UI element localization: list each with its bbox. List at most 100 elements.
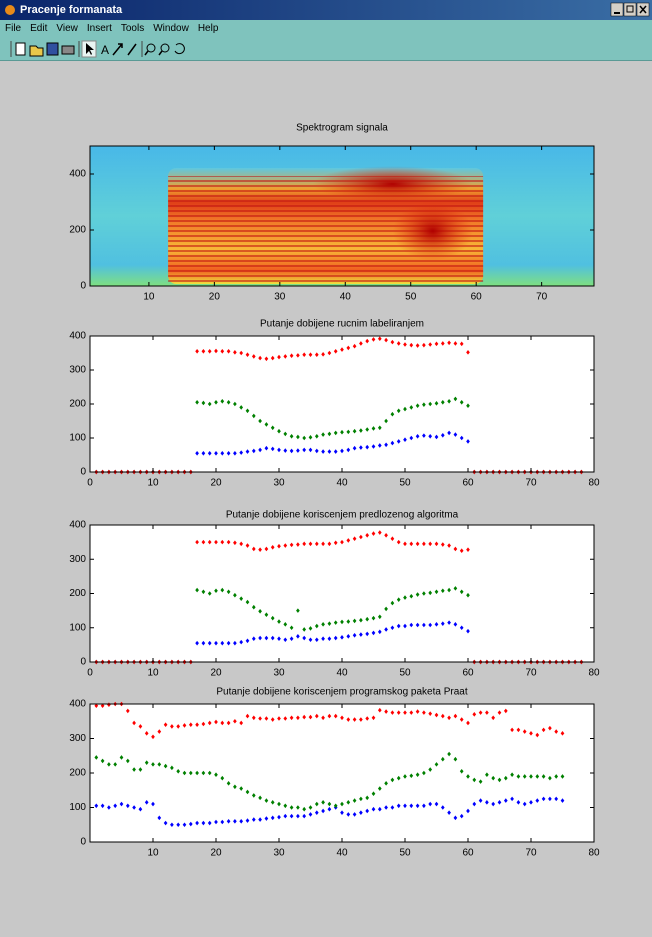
data-point [283,448,288,453]
data-point [384,418,388,424]
menu-item[interactable]: Insert [86,23,112,34]
data-point [422,342,426,348]
data-point [365,532,370,538]
data-point [201,451,206,456]
data-point [289,353,294,359]
data-point [403,342,407,347]
data-point [157,762,162,767]
data-point [415,343,420,348]
data-point [251,354,256,359]
data-point [453,756,458,762]
data-point [428,434,433,439]
data-point [302,806,307,812]
data-point [535,732,540,738]
data-point [314,352,319,357]
menu-item[interactable]: Help [197,23,219,34]
data-point [201,770,206,776]
menu-item[interactable]: View [56,23,78,34]
data-point [459,400,464,405]
data-point [283,622,288,627]
data-point [377,806,382,812]
data-point [327,713,332,719]
data-point [472,801,477,807]
data-point [321,449,325,454]
data-point [220,587,225,593]
data-point [390,710,395,715]
data-point [283,716,288,721]
data-point [340,429,344,435]
data-point [346,429,351,435]
data-point [560,774,565,779]
data-point [377,786,382,791]
data-point [340,635,344,640]
data-point [207,451,212,456]
data-point [239,541,244,547]
data-point [434,622,439,627]
data-point [459,625,464,631]
data-point [396,623,401,629]
y-tick-label: 100 [69,802,86,813]
data-point [264,422,269,427]
data-point [503,775,508,781]
y-tick-label: 200 [69,225,86,236]
window-title: Pracenje formanata [20,4,123,16]
data-point [365,631,370,637]
data-point [466,547,470,552]
data-point [510,727,514,733]
data-point [415,592,420,597]
data-point [233,540,237,546]
data-point [308,812,313,817]
x-tick-label: 0 [87,478,93,489]
data-point [277,716,281,721]
data-point [132,805,136,810]
data-point [270,635,275,641]
menu-item[interactable]: Tools [120,23,145,34]
data-point [308,626,313,631]
x-tick-label: 40 [336,848,348,859]
data-point [239,405,244,410]
data-point [233,819,237,824]
data-point [466,628,470,634]
data-point [390,536,395,541]
data-point [94,703,99,709]
data-point [233,451,237,456]
app-icon [5,5,15,15]
data-point [447,430,451,436]
data-point [396,803,401,809]
data-point [548,775,552,781]
data-point [289,448,294,454]
data-point [258,609,262,614]
spectrogram-energy [312,166,473,202]
data-point [201,400,206,406]
data-point [296,805,300,810]
menu-item[interactable]: Window [153,23,189,34]
data-point [214,772,218,778]
data-point [226,400,231,405]
window-buttons[interactable] [610,2,650,18]
data-point [327,431,332,437]
data-point [390,805,395,810]
data-point [176,822,181,828]
data-point [377,614,382,620]
data-point [258,716,262,721]
data-point [434,341,439,347]
data-point [264,445,269,451]
menu-item[interactable]: File [5,23,22,34]
svg-text:A: A [101,43,109,57]
y-tick-label: 400 [69,699,86,710]
toolbar-icons[interactable]: A [0,38,200,60]
data-point [321,808,325,814]
menu-item[interactable]: Edit [30,23,48,34]
data-point [314,801,319,807]
data-point [138,806,143,812]
data-point [478,798,483,803]
data-point [201,640,206,646]
data-point [453,341,458,346]
data-point [258,547,262,552]
data-point [365,795,370,801]
data-point [94,803,99,809]
data-point [440,432,445,438]
data-point [447,543,451,548]
data-point [346,800,351,805]
data-point [239,596,244,601]
